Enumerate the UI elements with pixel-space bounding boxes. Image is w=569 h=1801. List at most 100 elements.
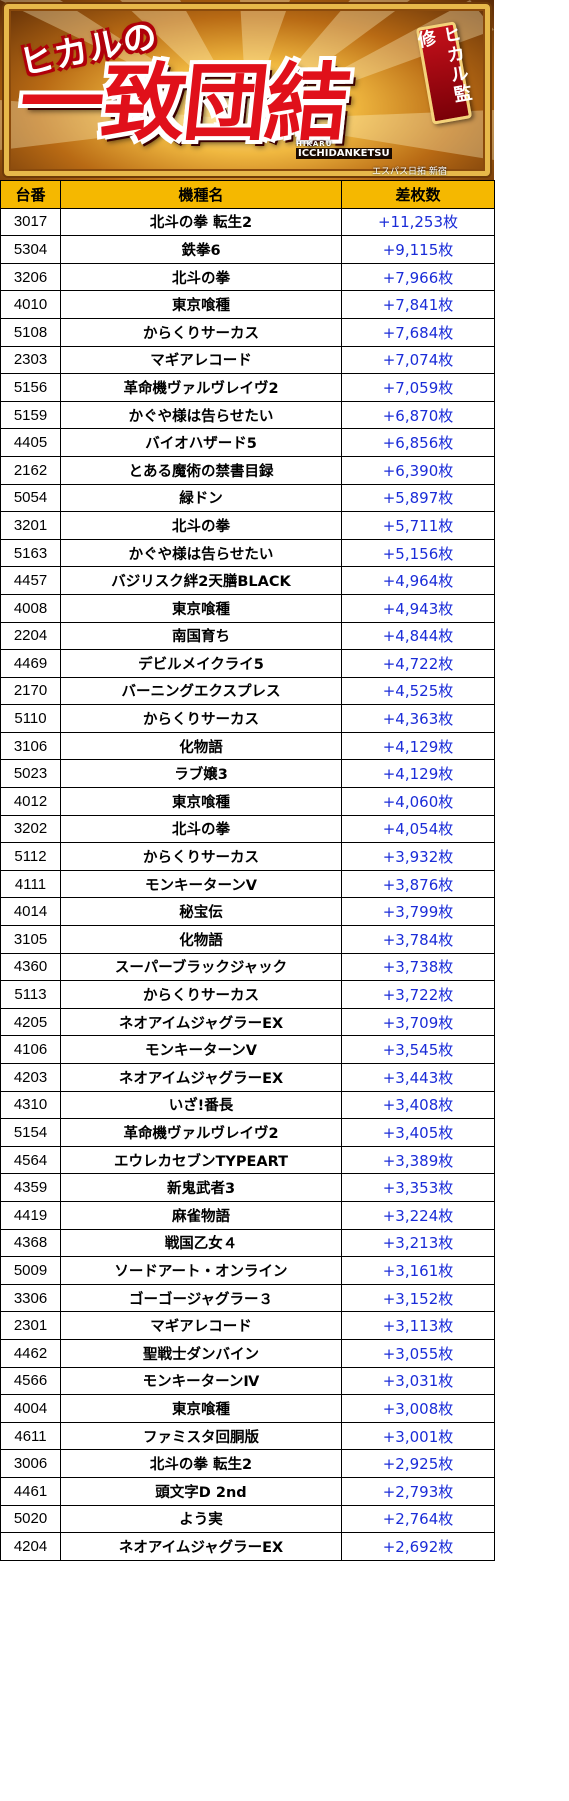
machine-name-cell: 北斗の拳 転生2 xyxy=(60,1449,342,1478)
machine-number-cell: 4368 xyxy=(0,1228,61,1258)
difference-cell: +2,692枚 xyxy=(341,1532,495,1561)
machine-name-cell: 南国育ち xyxy=(60,621,342,651)
table-row: 5054 緑ドン +5,897枚 xyxy=(0,483,495,513)
machine-name-cell: ラブ嬢3 xyxy=(60,759,342,789)
table-row: 3106 化物語 +4,129枚 xyxy=(0,731,495,761)
machine-name-cell: ゴーゴージャグラー３ xyxy=(60,1283,342,1313)
machine-number-cell: 4204 xyxy=(0,1532,61,1561)
machine-number-cell: 5112 xyxy=(0,842,61,871)
difference-cell: +3,213枚 xyxy=(341,1228,495,1258)
machine-name-cell: ソードアート・オンライン xyxy=(60,1256,342,1285)
machine-name-cell: 北斗の拳 xyxy=(60,511,342,540)
difference-cell: +3,876枚 xyxy=(341,869,495,899)
difference-cell: +4,129枚 xyxy=(341,731,495,761)
table-row: 5304 鉄拳6 +9,115枚 xyxy=(0,235,495,264)
machine-number-cell: 4106 xyxy=(0,1035,61,1064)
logo-line-2: ICCHIDANKETSU xyxy=(296,148,392,159)
machine-name-cell: モンキーターンⅣ xyxy=(60,1366,342,1396)
machine-name-cell: ネオアイムジャグラーEX xyxy=(60,1007,342,1037)
machine-number-cell: 4469 xyxy=(0,649,61,678)
difference-cell: +5,897枚 xyxy=(341,483,495,513)
machine-number-cell: 5020 xyxy=(0,1504,61,1534)
machine-name-cell: 戦国乙女４ xyxy=(60,1228,342,1258)
machine-name-cell: 北斗の拳 転生2 xyxy=(60,207,342,237)
machine-number-cell: 4004 xyxy=(0,1394,61,1423)
machine-name-cell: 鉄拳6 xyxy=(60,235,342,264)
difference-cell: +2,925枚 xyxy=(341,1449,495,1478)
difference-cell: +6,856枚 xyxy=(341,428,495,457)
machine-number-cell: 3206 xyxy=(0,262,61,292)
machine-number-cell: 5304 xyxy=(0,235,61,264)
difference-cell: +7,074枚 xyxy=(341,345,495,375)
machine-name-cell: ネオアイムジャグラーEX xyxy=(60,1532,342,1561)
machine-name-cell: かぐや様は告らせたい xyxy=(60,538,342,568)
table-row: 4008 東京喰種 +4,943枚 xyxy=(0,593,495,623)
machine-number-cell: 4457 xyxy=(0,566,61,595)
table-row: 3306 ゴーゴージャグラー３ +3,152枚 xyxy=(0,1283,495,1313)
difference-cell: +5,156枚 xyxy=(341,538,495,568)
difference-cell: +4,844枚 xyxy=(341,621,495,651)
difference-cell: +3,405枚 xyxy=(341,1118,495,1147)
table-row: 3201 北斗の拳 +5,711枚 xyxy=(0,511,495,540)
machine-number-cell: 2170 xyxy=(0,676,61,706)
machine-number-cell: 4461 xyxy=(0,1476,61,1506)
table-row: 5113 からくりサーカス +3,722枚 xyxy=(0,980,495,1009)
difference-cell: +7,841枚 xyxy=(341,290,495,319)
table-row: 5108 からくりサーカス +7,684枚 xyxy=(0,317,495,347)
machine-name-cell: 化物語 xyxy=(60,925,342,954)
table-row: 5023 ラブ嬢3 +4,129枚 xyxy=(0,759,495,789)
banner-frame xyxy=(4,4,490,176)
table-row: 4359 新鬼武者3 +3,353枚 xyxy=(0,1173,495,1202)
table-row: 4457 バジリスク絆2天膳BLACK +4,964枚 xyxy=(0,566,495,595)
machine-number-cell: 4310 xyxy=(0,1090,61,1120)
difference-cell: +7,684枚 xyxy=(341,317,495,347)
machine-name-cell: 頭文字D 2nd xyxy=(60,1476,342,1506)
machine-number-cell: 3017 xyxy=(0,207,61,237)
table-row: 4461 頭文字D 2nd +2,793枚 xyxy=(0,1476,495,1506)
machine-name-cell: 東京喰種 xyxy=(60,787,342,816)
machine-number-cell: 3306 xyxy=(0,1283,61,1313)
banner-image: ヒカルの 一致団結 ヒカル監修 HIKARU ICCHIDANKETSU エスパ… xyxy=(0,0,494,180)
banner-logo-en: HIKARU ICCHIDANKETSU xyxy=(296,140,436,162)
banner-badge: ヒカル監修 xyxy=(413,21,474,125)
machine-number-cell: 3202 xyxy=(0,814,61,844)
table-row: 4360 スーパーブラックジャック +3,738枚 xyxy=(0,952,495,982)
machine-name-cell: デビルメイクライ5 xyxy=(60,649,342,678)
machine-name-cell: バジリスク絆2天膳BLACK xyxy=(60,566,342,595)
table-row: 2301 マギアレコード +3,113枚 xyxy=(0,1311,495,1340)
machine-number-cell: 4566 xyxy=(0,1366,61,1396)
machine-name-cell: エウレカセブンTYPEART xyxy=(60,1145,342,1175)
machine-number-cell: 4014 xyxy=(0,897,61,927)
banner-main-title: 一致団結 xyxy=(14,53,354,152)
machine-number-cell: 4462 xyxy=(0,1338,61,1368)
logo-line-1: HIKARU xyxy=(296,140,333,148)
machine-number-cell: 5156 xyxy=(0,373,61,402)
difference-cell: +3,545枚 xyxy=(341,1035,495,1064)
difference-cell: +3,353枚 xyxy=(341,1173,495,1202)
table-row: 4419 麻雀物語 +3,224枚 xyxy=(0,1200,495,1230)
machine-number-cell: 4405 xyxy=(0,428,61,457)
machine-number-cell: 4205 xyxy=(0,1007,61,1037)
machine-name-cell: 東京喰種 xyxy=(60,593,342,623)
difference-cell: +3,113枚 xyxy=(341,1311,495,1340)
difference-cell: +4,054枚 xyxy=(341,814,495,844)
table-row: 5009 ソードアート・オンライン +3,161枚 xyxy=(0,1256,495,1285)
machine-name-cell: 新鬼武者3 xyxy=(60,1173,342,1202)
difference-cell: +9,115枚 xyxy=(341,235,495,264)
table-row: 3206 北斗の拳 +7,966枚 xyxy=(0,262,495,292)
difference-cell: +3,738枚 xyxy=(341,952,495,982)
table-row: 4611 ファミスタ回胴版 +3,001枚 xyxy=(0,1421,495,1451)
difference-cell: +6,870枚 xyxy=(341,400,495,430)
difference-cell: +3,152枚 xyxy=(341,1283,495,1313)
difference-cell: +7,059枚 xyxy=(341,373,495,402)
table-row: 5163 かぐや様は告らせたい +5,156枚 xyxy=(0,538,495,568)
difference-cell: +4,722枚 xyxy=(341,649,495,678)
table-row: 4106 モンキーターンV +3,545枚 xyxy=(0,1035,495,1064)
difference-cell: +4,964枚 xyxy=(341,566,495,595)
table-row: 4310 いざ!番長 +3,408枚 xyxy=(0,1090,495,1120)
machine-name-cell: 聖戦士ダンバイン xyxy=(60,1338,342,1368)
difference-cell: +3,161枚 xyxy=(341,1256,495,1285)
table-row: 2303 マギアレコード +7,074枚 xyxy=(0,345,495,375)
machine-number-cell: 4611 xyxy=(0,1421,61,1451)
table-body: 3017 北斗の拳 転生2 +11,253枚 5304 鉄拳6 +9,115枚 3206 北斗… xyxy=(0,207,495,1561)
